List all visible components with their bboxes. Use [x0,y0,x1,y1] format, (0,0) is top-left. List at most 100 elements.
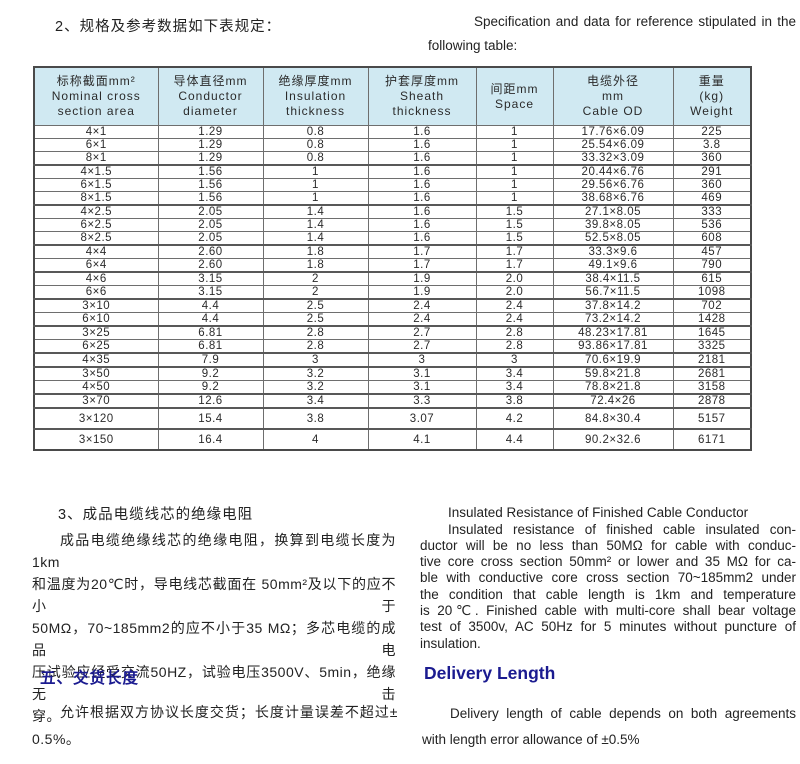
text-line: 穿。 [32,708,61,724]
table-row: 6×2.5 2.05 1.4 1.6 1.5 39.8×8.05 536 [33,218,752,232]
table-cell: 4×1.5 [33,164,159,179]
table-cell: 2.8 [475,339,554,354]
table-cell: 2.8 [262,339,369,354]
table-row: 4×1.5 1.56 1 1.6 1 20.44×6.76 291 [33,164,752,179]
text-line: Insulated resistance of finished cable i… [448,521,796,537]
table-cell: 3.8 [672,138,752,152]
table-cell: 1 [262,178,369,192]
table-cell: 790 [672,258,752,273]
table-cell: 6×1 [33,138,159,152]
table-cell: 2.5 [262,298,369,313]
table-cell: 1 [475,138,554,152]
table-cell: 3 [262,352,369,368]
table-cell: 1 [262,191,369,206]
text-line: with length error allowance of ±0.5% [422,732,640,747]
table-cell: 2.4 [367,298,477,313]
table-cell: 2.60 [157,258,264,273]
table-cell: 33.32×3.09 [552,151,674,166]
table-cell: 2.4 [367,312,477,327]
table-cell: 52.5×8.05 [552,231,674,246]
table-cell: 9.2 [157,380,264,395]
table-cell: 1.7 [367,244,477,259]
text-line: 成品电缆绝缘线芯的绝缘电阻，换算到电缆长度为1km [32,532,396,570]
delivery-heading-en: Delivery Length [424,663,556,683]
table-row: 6×10 4.4 2.5 2.4 2.4 73.2×14.2 1428 [33,312,752,327]
table-row: 3×150 16.4 4 4.1 4.4 90.2×32.6 6171 [33,428,752,451]
table-cell: 1.6 [367,164,477,179]
table-cell: 4.2 [475,407,554,430]
table-cell: 1.5 [475,231,554,246]
table-cell: 1.56 [157,164,264,179]
table-cell: 3 [367,352,477,368]
table-cell: 1.56 [157,178,264,192]
table-cell: 4×6 [33,271,159,286]
text-line: ble with conductive core cross section 7… [420,570,796,586]
table-cell: 1 [475,164,554,179]
table-cell: 1.8 [262,258,369,273]
table-cell: 4.4 [157,312,264,327]
column-header: 间距mm Space [475,66,554,126]
table-row: 4×35 7.9 3 3 3 70.6×19.9 2181 [33,352,752,368]
table-cell: 1 [475,125,554,139]
table-cell: 4 [262,428,369,451]
text-line: 50MΩ，70~185mm2的应不小于35 MΩ；多芯电缆的成品电 [32,620,396,658]
table-cell: 3×150 [33,428,159,451]
table-cell: 4×50 [33,380,159,395]
delivery-paragraph-en: Delivery length of cable depends on both… [422,701,796,753]
table-cell: 17.76×6.09 [552,125,674,139]
table-cell: 1.4 [262,218,369,232]
text-line: 压试验应经受交流50HZ，试验电压3500V、5min，绝缘无击 [32,664,396,702]
table-row: 4×1 1.29 0.8 1.6 1 17.76×6.09 225 [33,125,752,139]
section3-heading-en: Insulated Resistance of Finished Cable C… [448,505,749,520]
table-cell: 3×10 [33,298,159,313]
table-cell: 5157 [672,407,752,430]
table-cell: 2181 [672,352,752,368]
table-cell: 4×4 [33,244,159,259]
table-cell: 1645 [672,325,752,340]
column-header: 重量 (kg) Weight [672,66,752,126]
table-cell: 1.6 [367,125,477,139]
table-cell: 608 [672,231,752,246]
table-cell: 1428 [672,312,752,327]
table-cell: 6×6 [33,285,159,300]
text-line: following table: [428,38,518,53]
table-cell: 3×70 [33,393,159,409]
section3-paragraph-zh: 成品电缆绝缘线芯的绝缘电阻，换算到电缆长度为1km 和温度为20℃时，导电线芯截面… [32,529,396,727]
table-cell: 3.2 [262,380,369,395]
table-cell: 3×25 [33,325,159,340]
table-cell: 1 [475,178,554,192]
table-cell: 1.6 [367,178,477,192]
table-cell: 3.4 [475,380,554,395]
table-cell: 2.05 [157,218,264,232]
table-cell: 333 [672,204,752,219]
text-line: Specification and data for reference sti… [474,14,796,29]
table-cell: 9.2 [157,366,264,381]
table-row: 8×1.5 1.56 1 1.6 1 38.68×6.76 469 [33,191,752,206]
text-line: insulation. [420,635,481,651]
table-cell: 3×50 [33,366,159,381]
table-row: 4×4 2.60 1.8 1.7 1.7 33.3×9.6 457 [33,244,752,259]
table-row: 6×1.5 1.56 1 1.6 1 29.56×6.76 360 [33,178,752,192]
table-row: 3×25 6.81 2.8 2.7 2.8 48.23×17.81 1645 [33,325,752,340]
table-cell: 1.56 [157,191,264,206]
table-cell: 38.68×6.76 [552,191,674,206]
table-row: 4×6 3.15 2 1.9 2.0 38.4×11.5 615 [33,271,752,286]
table-cell: 1.6 [367,138,477,152]
table-cell: 3×120 [33,407,159,430]
table-cell: 1.29 [157,138,264,152]
table-cell: 72.4×26 [552,393,674,409]
table-cell: 4.1 [367,428,477,451]
table-cell: 29.56×6.76 [552,178,674,192]
table-row: 4×2.5 2.05 1.4 1.6 1.5 27.1×8.05 333 [33,204,752,219]
table-row: 6×4 2.60 1.8 1.7 1.7 49.1×9.6 790 [33,258,752,273]
table-cell: 2.05 [157,204,264,219]
table-cell: 2.7 [367,339,477,354]
table-cell: 3.1 [367,380,477,395]
table-cell: 73.2×14.2 [552,312,674,327]
column-header: 绝缘厚度mm Insulation thickness [262,66,369,126]
table-row: 8×1 1.29 0.8 1.6 1 33.32×3.09 360 [33,151,752,166]
spec-table-body: 4×1 1.29 0.8 1.6 1 17.76×6.09 225 6×1 1.29 0.8 1.6… [33,125,752,451]
table-cell: 291 [672,164,752,179]
table-cell: 3.15 [157,285,264,300]
